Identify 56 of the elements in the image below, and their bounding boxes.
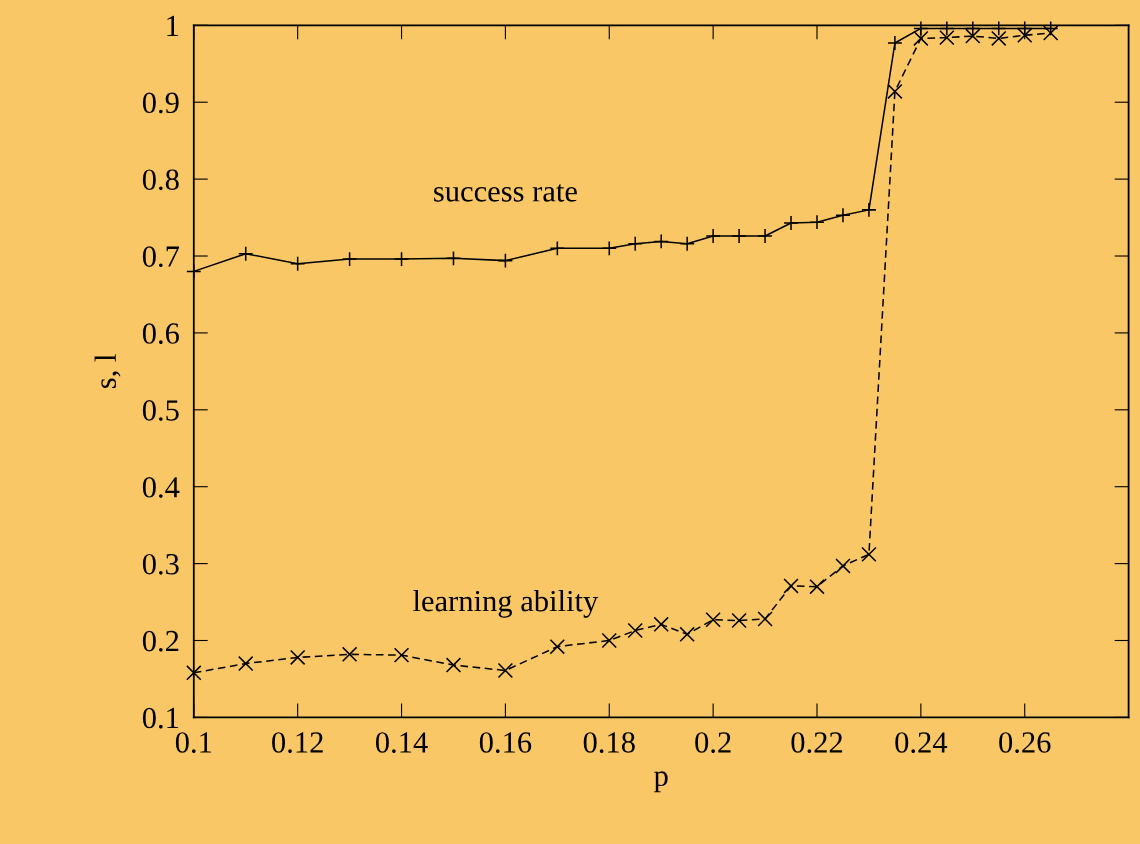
point: [549, 638, 566, 655]
point: [835, 558, 851, 574]
x-tick-label: 0.12: [272, 732, 323, 753]
point: [627, 622, 643, 639]
y-tick-label: 0.8: [142, 169, 179, 191]
y-axis-title: s, l: [94, 354, 121, 388]
x-tick-label: 0.2: [695, 732, 731, 753]
x-tick-label: 0.16: [479, 732, 532, 753]
x-tick-label: 0.18: [583, 732, 635, 753]
x-tick-label: 0.14: [375, 732, 428, 753]
x-tick-label: 0.22: [791, 732, 843, 753]
point: [238, 245, 254, 262]
point: [1017, 27, 1033, 44]
point: [497, 252, 514, 269]
point: [939, 29, 955, 46]
point: [757, 611, 773, 627]
point: [445, 657, 462, 673]
point: [731, 612, 747, 629]
y-tick-label: 0.6: [142, 323, 179, 344]
point: [341, 646, 358, 663]
x-tick-label: 0.26: [999, 732, 1051, 753]
point: [601, 632, 617, 649]
point: [991, 30, 1007, 47]
y-tick-label: 0.9: [142, 92, 179, 114]
point: [887, 83, 903, 100]
point: [497, 662, 514, 679]
point: [289, 255, 306, 272]
point: [783, 578, 799, 594]
series-label: success rate: [434, 184, 577, 202]
point: [549, 240, 566, 257]
point: [186, 665, 202, 681]
y-tick-label: 0.1: [142, 707, 179, 729]
x-tick-label: 0.1: [175, 732, 212, 753]
y-tick-label: 0.4: [142, 476, 180, 498]
point: [705, 612, 721, 628]
y-tick-label: 1: [167, 15, 179, 36]
point: [1042, 25, 1059, 41]
series-label: learning ability: [413, 589, 599, 618]
point: [913, 30, 929, 47]
x-tick-label: 0.24: [895, 732, 948, 753]
point: [653, 616, 669, 633]
y-tick-label: 0.2: [142, 630, 179, 652]
y-tick-label: 0.3: [142, 553, 179, 575]
point: [238, 655, 254, 672]
point: [393, 251, 410, 267]
point: [289, 649, 306, 666]
y-tick-label: 0.5: [142, 400, 179, 421]
point: [341, 251, 358, 267]
y-tick-label: 0.7: [142, 246, 180, 268]
point: [679, 626, 695, 643]
point: [965, 28, 981, 44]
x-axis-title: p: [654, 771, 668, 793]
point: [861, 546, 877, 563]
point: [809, 578, 825, 595]
point: [653, 233, 669, 250]
point: [393, 647, 410, 663]
